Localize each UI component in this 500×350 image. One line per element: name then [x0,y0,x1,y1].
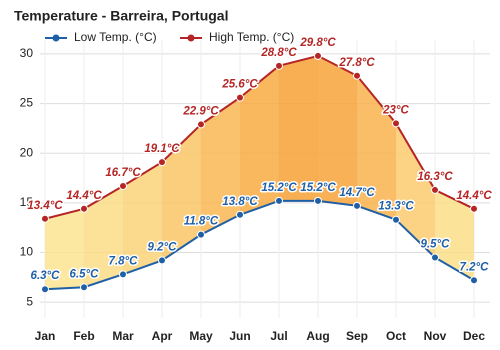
data-point [431,185,439,194]
data-point [275,61,283,70]
value-label: 16.3°C [417,171,453,183]
data-point [353,71,361,80]
value-label: 14.4°C [66,190,102,202]
range-fill [45,208,84,290]
data-point [80,204,88,213]
data-point [41,214,49,223]
value-label: 23°C [382,104,409,116]
data-point [470,276,478,285]
y-tick-label: 30 [20,46,34,60]
x-tick-label: Mar [112,329,134,343]
data-point [197,120,205,129]
data-point [197,230,205,239]
data-point [275,196,283,205]
data-point [236,93,244,102]
range-fill [279,55,318,201]
data-point [470,204,478,213]
value-label: 15.2°C [300,182,336,194]
x-tick-label: Apr [152,329,173,343]
value-label: 14.7°C [339,187,375,199]
y-tick-label: 20 [20,145,34,159]
y-tick-label: 5 [26,294,33,308]
value-label: 29.8°C [299,37,336,49]
data-point [158,158,166,167]
y-tick-label: 15 [20,195,34,209]
legend-label: Low Temp. (°C) [74,30,157,44]
x-tick-label: Oct [386,329,406,343]
value-label: 25.6°C [221,79,258,91]
value-label: 22.9°C [182,105,219,117]
range-fill [123,162,162,275]
value-label: 14.4°C [456,190,492,202]
value-label: 19.1°C [144,143,180,155]
data-point [80,283,88,292]
x-tick-label: Feb [73,329,94,343]
series-line [44,199,475,291]
value-label: 15.2°C [261,182,297,194]
value-label: 13.4°C [27,200,63,212]
legend-marker [187,34,195,42]
value-label: 28.8°C [260,47,297,59]
data-point [119,181,127,190]
range-fill [318,55,357,206]
x-tick-label: Nov [424,329,447,343]
value-label: 11.8°C [184,216,219,228]
data-point [158,256,166,265]
value-label: 9.5°C [421,238,451,250]
data-point [236,210,244,219]
chart-title: Temperature - Barreira, Portugal [14,8,228,24]
value-label: 13.8°C [222,196,258,208]
y-tick-label: 10 [20,245,34,259]
y-tick-label: 25 [20,96,34,110]
data-point [431,253,439,262]
data-point [314,196,322,205]
range-fill [162,124,201,261]
range-fill [84,185,123,288]
range-fill [396,123,435,258]
range-fill [201,97,240,235]
range-fill [240,65,279,215]
value-label: 7.2°C [460,261,490,273]
data-point [353,201,361,210]
value-label: 6.5°C [70,268,100,280]
series-line [44,54,475,220]
value-label: 6.3°C [31,270,61,282]
data-point [392,215,400,224]
x-tick-label: Dec [463,329,485,343]
data-point [41,285,49,294]
x-tick-label: Jan [35,329,56,343]
value-label: 13.3°C [378,201,414,213]
data-point [119,270,127,279]
x-tick-label: Jul [270,329,287,343]
x-tick-label: Jun [229,329,250,343]
x-tick-label: Aug [306,329,329,343]
x-tick-label: Sep [346,329,368,343]
legend-label: High Temp. (°C) [209,30,294,44]
data-point [392,119,400,128]
value-label: 7.8°C [109,255,139,267]
x-tick-label: May [189,329,213,343]
value-label: 16.7°C [105,167,141,179]
range-fill [435,189,474,281]
data-point [314,51,322,60]
value-label: 9.2°C [148,241,178,253]
value-label: 27.8°C [338,57,375,69]
legend-marker [52,34,60,42]
